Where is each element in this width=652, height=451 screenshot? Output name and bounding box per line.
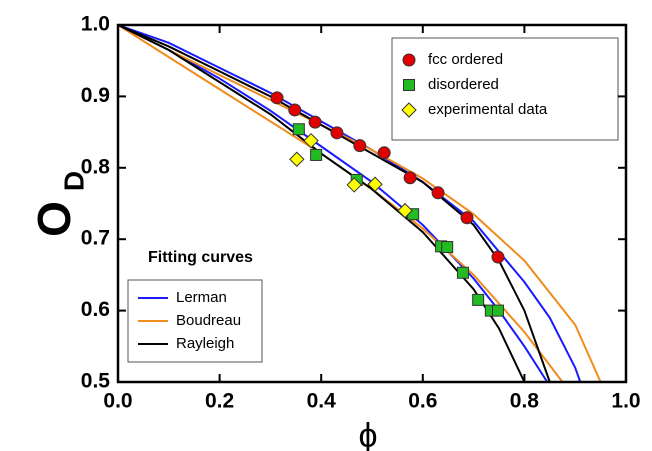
y-tick-label: 0.5 [81,370,111,393]
point [308,115,322,129]
fit-legend-title: Fitting curves [148,249,253,266]
point [472,293,485,306]
point [460,211,474,225]
legend-label: Lerman [176,289,227,306]
x-tick-label: 0.6 [408,390,437,413]
point [491,304,504,317]
legend-label: Rayleigh [176,335,234,352]
legend-marker [403,79,415,91]
y-tick-label: 1.0 [81,13,110,36]
point [288,103,302,117]
x-axis-label: ϕ [358,417,377,451]
y-tick-label: 0.6 [81,298,110,321]
x-tick-label: 0.2 [205,390,234,413]
fit-curve [117,24,582,383]
point [270,91,284,105]
x-tick-label: 0.0 [103,390,132,413]
y-axis-label-subscript: D [58,171,89,191]
point [353,139,367,153]
point [367,176,383,192]
x-tick-label: 0.4 [307,390,337,413]
legend-marker [401,102,417,118]
point [397,202,413,219]
point [330,126,344,140]
point [303,132,319,149]
point [377,146,391,160]
point [292,123,305,136]
legend-label: experimental data [428,101,548,118]
y-axis-label-group: O D [28,171,89,237]
point [289,151,305,167]
point [491,250,505,264]
point [456,266,469,279]
point [346,177,362,193]
point [310,148,323,161]
point [431,186,445,200]
legend-label: disordered [428,76,499,93]
legend-box [391,37,619,141]
legend-label: Boudreau [176,312,241,329]
fit-curve [117,24,602,383]
y-tick-label: 0.7 [81,227,110,250]
y-tick-label: 0.8 [81,155,111,178]
legend-marker [402,53,416,67]
y-tick-label: 0.9 [81,84,110,107]
fit-curve [117,24,551,383]
x-tick-label: 1.0 [611,390,640,413]
fit-legend-box [127,279,263,363]
plot-frame [116,23,628,384]
x-tick-label: 0.8 [510,390,540,413]
point [403,171,417,185]
legend-label: fcc ordered [428,51,503,68]
point [441,241,454,254]
y-axis-label: O [28,201,80,237]
